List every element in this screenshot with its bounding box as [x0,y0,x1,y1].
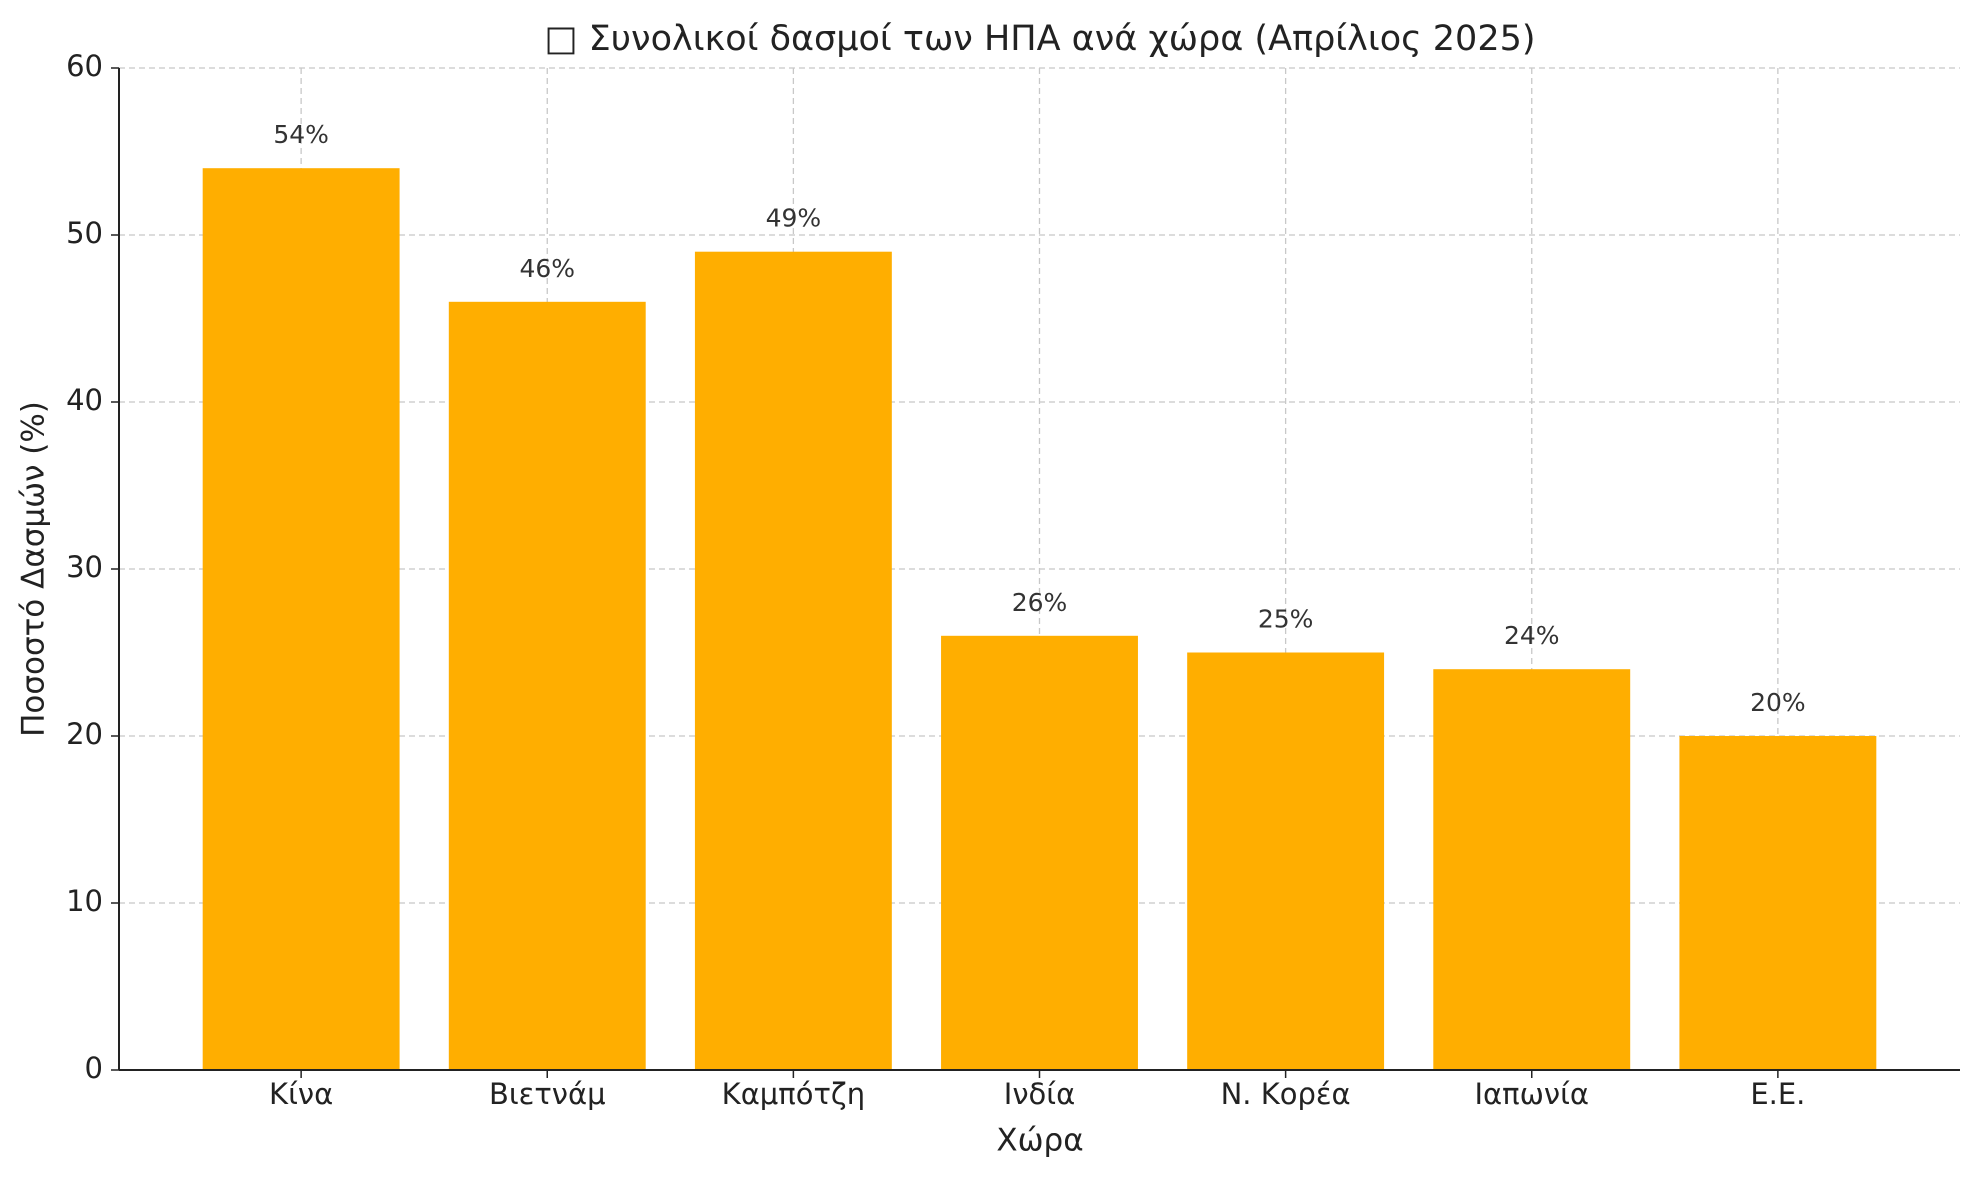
x-tick-label: Καμπότζη [722,1077,865,1111]
y-tick-label: 30 [66,550,103,584]
x-tick-label: Βιετνάμ [489,1077,606,1111]
y-tick-label: 0 [85,1051,103,1085]
value-label: 46% [519,254,575,283]
value-label: 49% [766,204,822,233]
y-tick-label: 40 [66,383,103,417]
x-tick-label: Ιαπωνία [1474,1077,1589,1111]
bar [694,251,892,1070]
bar [1679,736,1877,1070]
x-tick-label: Ε.Ε. [1750,1077,1805,1111]
value-label: 25% [1258,605,1314,634]
y-tick-label: 10 [66,884,103,918]
value-label: 26% [1012,588,1068,617]
bar [202,168,400,1070]
y-axis-label: Ποσοστό Δασμών (%) [16,401,52,737]
value-label: 54% [273,120,329,149]
y-tick-label: 50 [66,216,103,250]
y-tick-label: 20 [66,717,103,751]
value-label: 24% [1504,621,1560,650]
x-tick-label: Ν. Κορέα [1221,1077,1351,1111]
x-tick-label: Ινδία [1004,1077,1075,1111]
y-tick-label: 60 [66,49,103,83]
bar [448,301,646,1070]
bar [1433,669,1631,1070]
bar [941,635,1138,1070]
value-label: 20% [1750,688,1806,717]
bar [1187,652,1385,1070]
chart-title: □ Συνολικοί δασμοί των ΗΠΑ ανά χώρα (Απρ… [544,19,1535,59]
x-tick-label: Κίνα [269,1077,333,1111]
x-axis-label: Χώρα [996,1123,1083,1159]
